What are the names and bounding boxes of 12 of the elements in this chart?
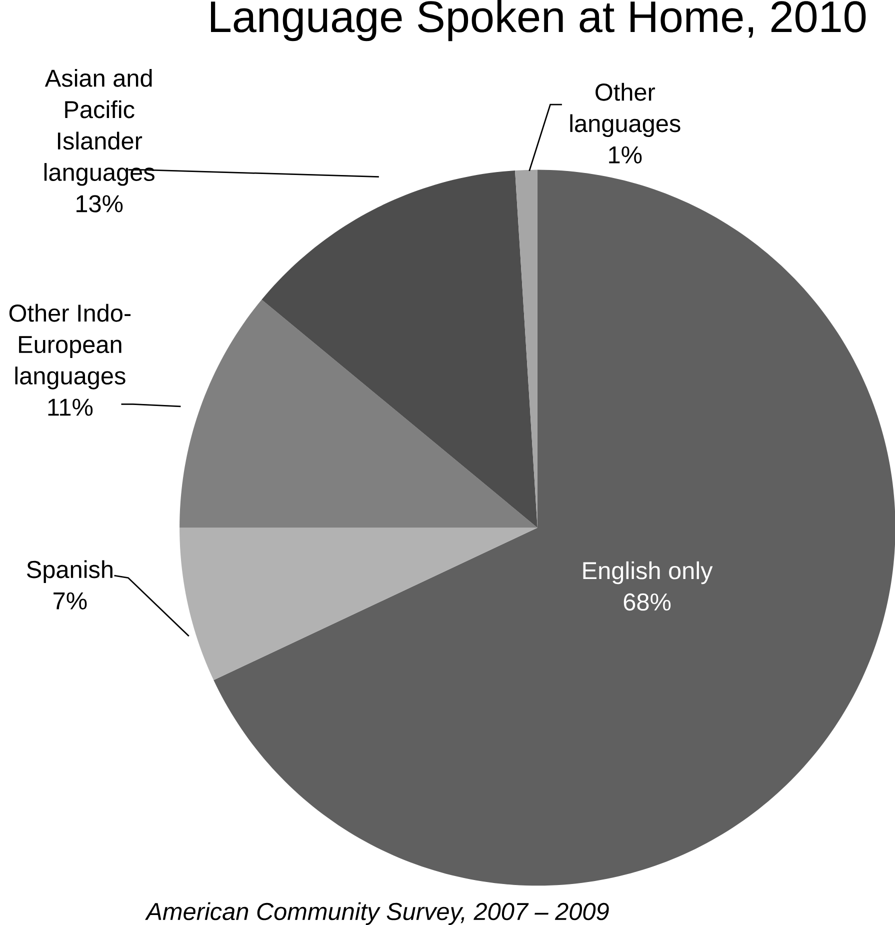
text: American Community Survey, 2007 – 2009 (144, 902, 609, 925)
slice-label: Asian and Pacific Islander languages (44, 68, 154, 186)
data-label: 11% (48, 398, 92, 416)
chart-title: Language Spoken at Home, 2010 (210, 0, 866, 42)
slice-label: Other Indo-European languages (9, 304, 130, 390)
slice-label: Spanish (26, 560, 112, 583)
data-label: 7% (53, 592, 87, 610)
slice-label: Other languages (570, 82, 680, 137)
slice-label: English only (583, 561, 713, 584)
data-label: 13% (76, 195, 122, 212)
data-label: 68% (624, 593, 670, 611)
data-label: 1% (608, 146, 642, 164)
